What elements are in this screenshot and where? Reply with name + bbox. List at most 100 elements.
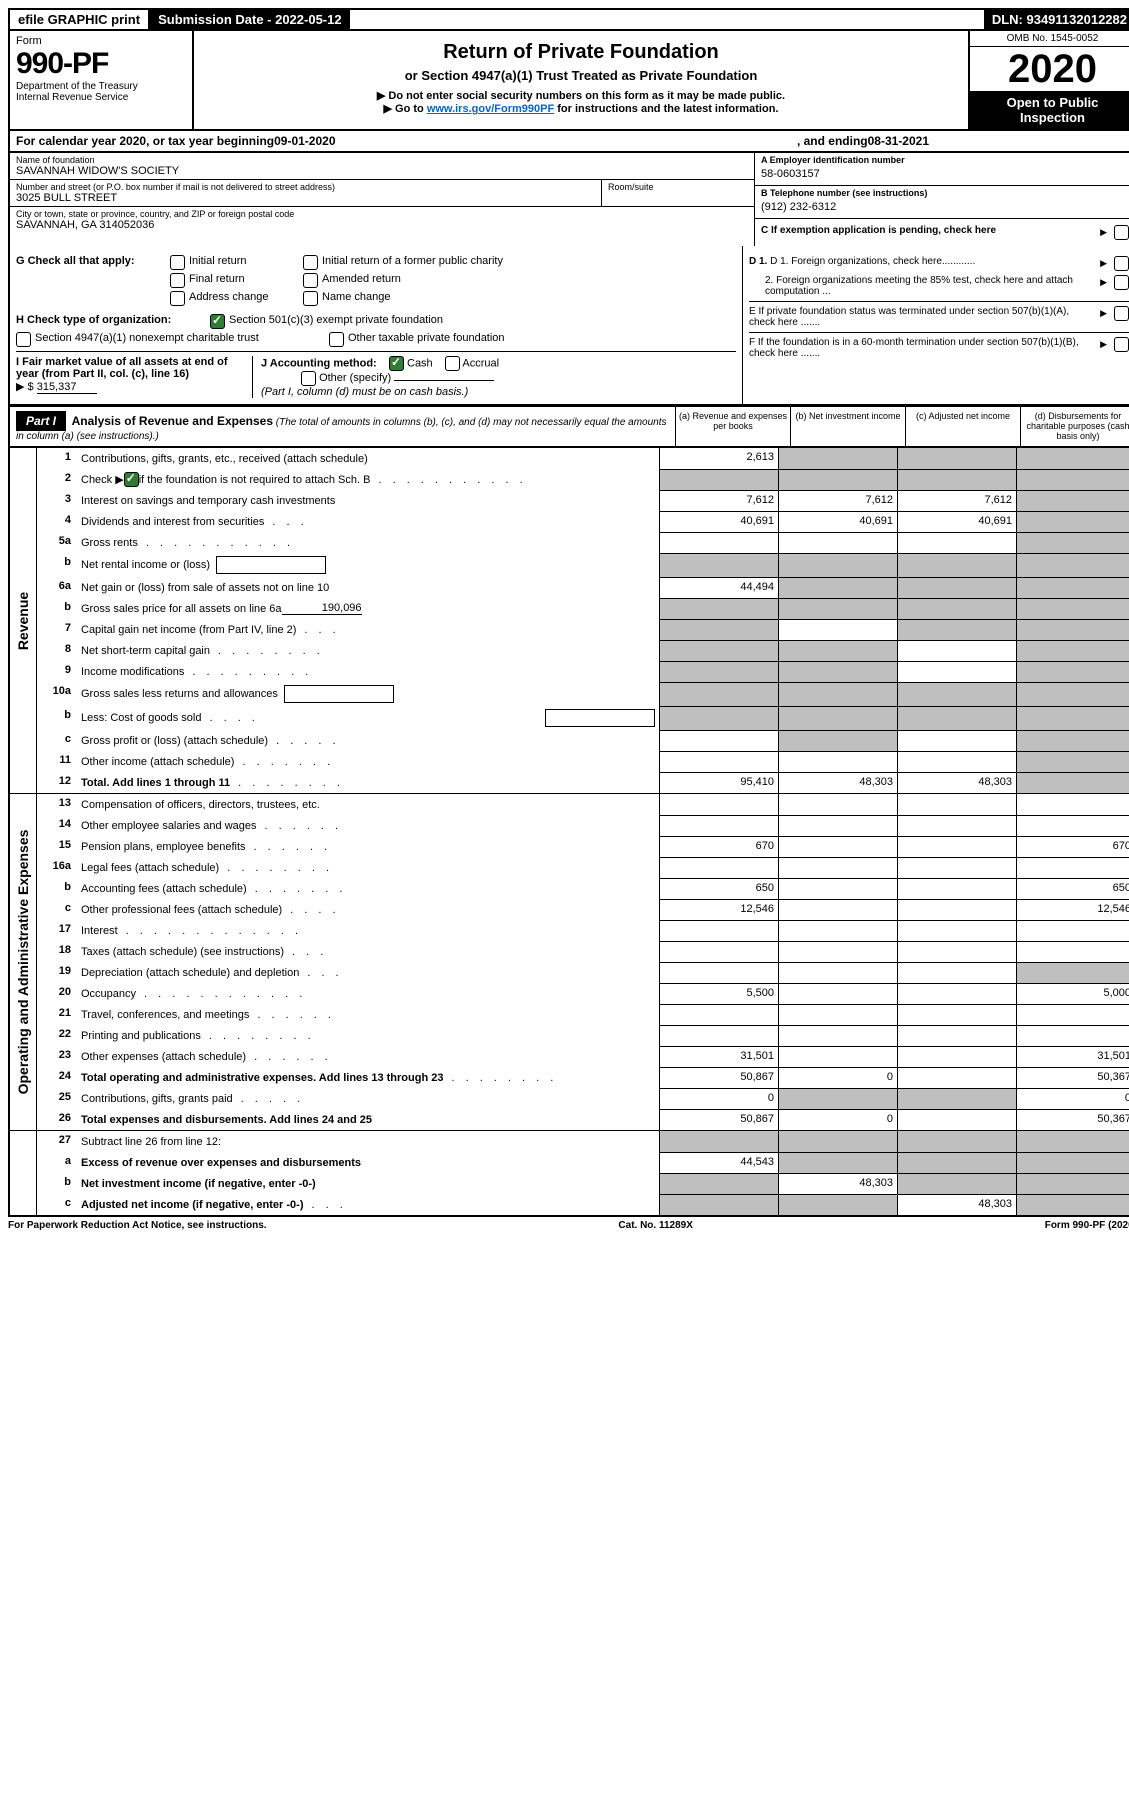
- amt-d: [1016, 751, 1129, 772]
- amt-c: [897, 619, 1016, 640]
- j-cash-checkbox[interactable]: [389, 356, 404, 371]
- amt-c: [897, 941, 1016, 962]
- d2-checkbox[interactable]: [1114, 275, 1129, 290]
- amt-c: [897, 857, 1016, 878]
- amt-d: 12,546: [1016, 899, 1129, 920]
- line-no: 9: [37, 661, 77, 682]
- amt-d: [1016, 794, 1129, 815]
- amt-a: [659, 751, 778, 772]
- foundation-name-cell: Name of foundation SAVANNAH WIDOW'S SOCI…: [10, 153, 754, 180]
- room-suite-label: Room/suite: [601, 180, 754, 206]
- j-other-label: Other (specify): [319, 372, 391, 384]
- l5b-box: [216, 556, 326, 574]
- amt-c: [897, 682, 1016, 706]
- line-no: b: [37, 878, 77, 899]
- line-no: 17: [37, 920, 77, 941]
- g-row2: Final return Amended return: [16, 273, 736, 288]
- d1-label: D 1. Foreign organizations, check here..…: [770, 256, 975, 267]
- amt-a: [659, 815, 778, 836]
- line-1: 1 Contributions, gifts, grants, etc., re…: [37, 448, 1129, 469]
- line-no: 19: [37, 962, 77, 983]
- f-checkbox[interactable]: [1114, 337, 1129, 352]
- amt-c: 48,303: [897, 1194, 1016, 1215]
- expenses-rows: 13 Compensation of officers, directors, …: [37, 794, 1129, 1131]
- c-checkbox[interactable]: [1114, 225, 1129, 240]
- amt-c: [897, 1109, 1016, 1130]
- g-initial-checkbox[interactable]: [170, 255, 185, 270]
- amt-a: 5,500: [659, 983, 778, 1004]
- amt-a: 50,867: [659, 1109, 778, 1130]
- amt-d: [1016, 469, 1129, 490]
- line-no: 12: [37, 772, 77, 793]
- calyear-end: 08-31-2021: [868, 134, 929, 148]
- amt-b: [778, 532, 897, 553]
- g-initial-former-checkbox[interactable]: [303, 255, 318, 270]
- page-footer: For Paperwork Reduction Act Notice, see …: [8, 1217, 1129, 1234]
- note-goto: ▶ Go to www.irs.gov/Form990PF for instru…: [200, 102, 962, 115]
- line-10b: b Less: Cost of goods sold. . . .: [37, 706, 1129, 730]
- amt-a: [659, 941, 778, 962]
- amt-a: 44,543: [659, 1152, 778, 1173]
- line-text: Travel, conferences, and meetings. . . .…: [77, 1004, 659, 1025]
- line-text: Net rental income or (loss): [77, 553, 659, 577]
- amt-c: [897, 469, 1016, 490]
- line-text: Excess of revenue over expenses and disb…: [77, 1152, 659, 1173]
- h-501c3-checkbox[interactable]: [210, 314, 225, 329]
- d1-checkbox[interactable]: [1114, 256, 1129, 271]
- amt-a: 7,612: [659, 490, 778, 511]
- amt-d: [1016, 1004, 1129, 1025]
- amt-d: [1016, 1131, 1129, 1152]
- calendar-year-row: For calendar year 2020, or tax year begi…: [8, 131, 1129, 153]
- amt-d: 650: [1016, 878, 1129, 899]
- amt-d: [1016, 619, 1129, 640]
- line-text: Gross sales less returns and allowances: [77, 682, 659, 706]
- amt-c: [897, 836, 1016, 857]
- amt-a: [659, 1131, 778, 1152]
- g-name-checkbox[interactable]: [303, 291, 318, 306]
- amt-c: [897, 983, 1016, 1004]
- line-21: 21 Travel, conferences, and meetings. . …: [37, 1004, 1129, 1025]
- line-text: Gross sales price for all assets on line…: [77, 598, 659, 619]
- g-row: G Check all that apply: Initial return I…: [16, 255, 736, 270]
- city-value: SAVANNAH, GA 314052036: [16, 219, 748, 231]
- line-text: Total expenses and disbursements. Add li…: [77, 1109, 659, 1130]
- amt-b: [778, 878, 897, 899]
- line-10c: c Gross profit or (loss) (attach schedul…: [37, 730, 1129, 751]
- footer-mid: Cat. No. 11289X: [618, 1220, 692, 1231]
- header-right: OMB No. 1545-0052 2020 Open to Public In…: [968, 31, 1129, 129]
- line-no: c: [37, 899, 77, 920]
- amt-b: 7,612: [778, 490, 897, 511]
- amt-b: [778, 661, 897, 682]
- g-addr-checkbox[interactable]: [170, 291, 185, 306]
- amt-a: 44,494: [659, 577, 778, 598]
- line-no: 16a: [37, 857, 77, 878]
- line27-section: 27 Subtract line 26 from line 12: a Exce…: [10, 1131, 1129, 1215]
- line-no: 7: [37, 619, 77, 640]
- amt-b: [778, 920, 897, 941]
- efile-label[interactable]: efile GRAPHIC print: [10, 10, 150, 29]
- h-4947-checkbox[interactable]: [16, 332, 31, 347]
- line-15: 15 Pension plans, employee benefits. . .…: [37, 836, 1129, 857]
- amt-d: [1016, 577, 1129, 598]
- e-checkbox[interactable]: [1114, 306, 1129, 321]
- h-other-checkbox[interactable]: [329, 332, 344, 347]
- line-no: 20: [37, 983, 77, 1004]
- j-other-line: [394, 380, 494, 381]
- g-final-checkbox[interactable]: [170, 273, 185, 288]
- amt-d: [1016, 962, 1129, 983]
- amt-b: [778, 941, 897, 962]
- l2-checkbox[interactable]: [124, 472, 139, 487]
- j-other-checkbox[interactable]: [301, 371, 316, 386]
- j-accrual-checkbox[interactable]: [445, 356, 460, 371]
- form-subtitle: or Section 4947(a)(1) Trust Treated as P…: [200, 68, 962, 83]
- g-amended-checkbox[interactable]: [303, 273, 318, 288]
- form990pf-link[interactable]: www.irs.gov/Form990PF: [427, 103, 554, 115]
- amt-c: [897, 1046, 1016, 1067]
- amt-d: [1016, 730, 1129, 751]
- form-title: Return of Private Foundation: [200, 41, 962, 64]
- line-text: Net gain or (loss) from sale of assets n…: [77, 577, 659, 598]
- line27-rows: 27 Subtract line 26 from line 12: a Exce…: [37, 1131, 1129, 1215]
- amt-a: [659, 794, 778, 815]
- amt-d: [1016, 920, 1129, 941]
- amt-b: [778, 836, 897, 857]
